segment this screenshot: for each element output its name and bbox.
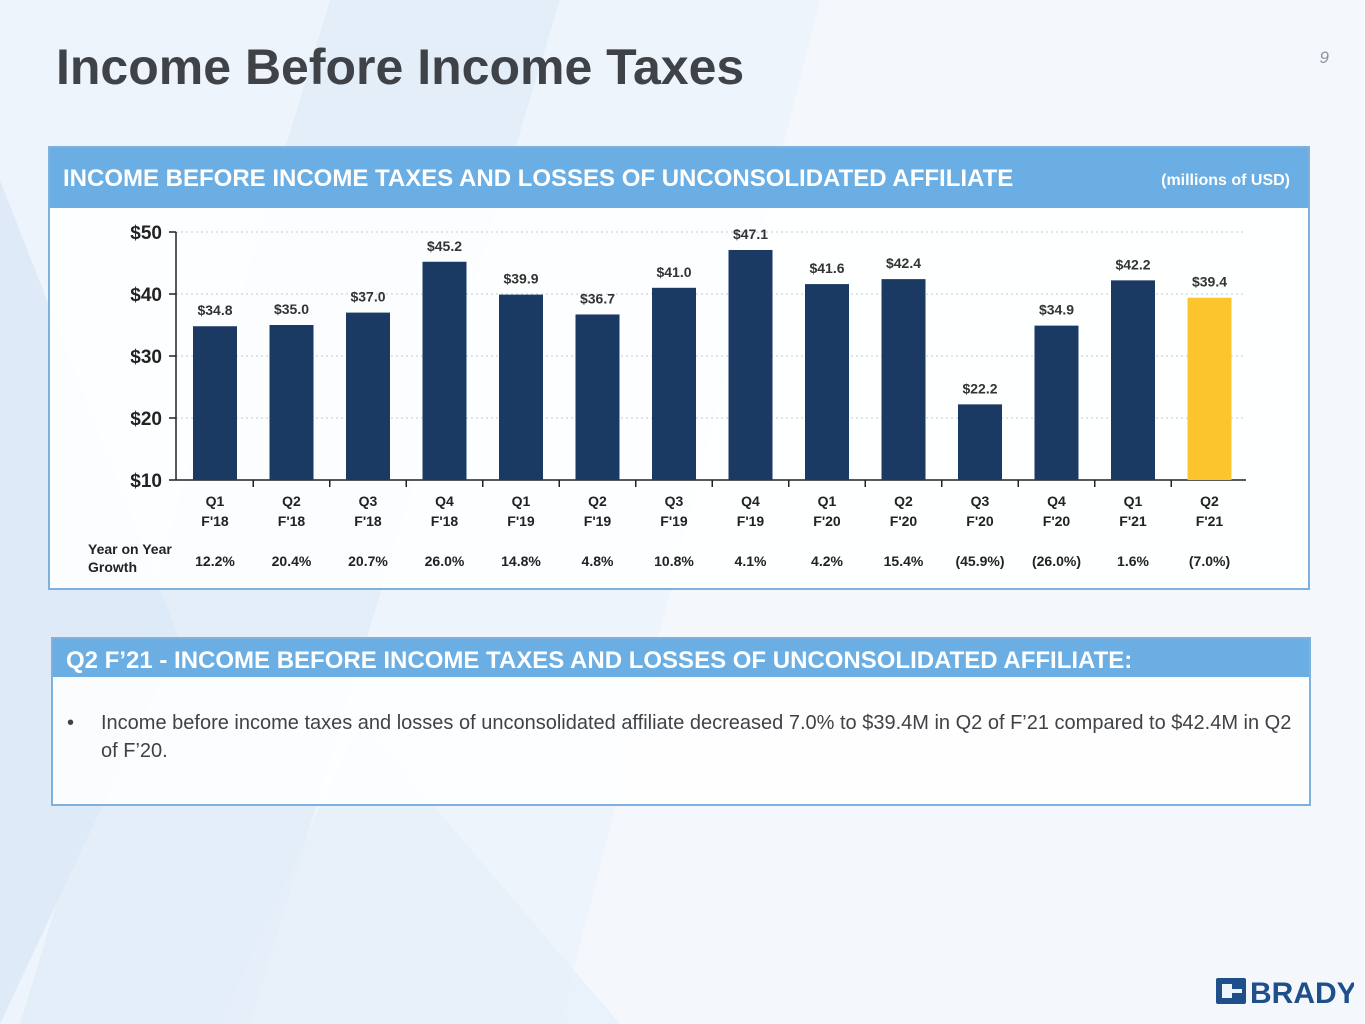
bar bbox=[193, 326, 237, 480]
growth-value: 12.2% bbox=[195, 553, 235, 569]
x-tick-label-quarter: Q3 bbox=[359, 493, 378, 509]
x-tick-label-year: F'20 bbox=[890, 513, 918, 529]
bar-value-label: $41.0 bbox=[656, 264, 691, 280]
growth-value: 10.8% bbox=[654, 553, 694, 569]
x-tick-label-year: F'19 bbox=[507, 513, 535, 529]
y-tick-label: $20 bbox=[130, 409, 162, 430]
growth-value: 14.8% bbox=[501, 553, 541, 569]
growth-value: 15.4% bbox=[884, 553, 924, 569]
x-tick-label-year: F'19 bbox=[584, 513, 612, 529]
summary-panel-header: Q2 F’21 - INCOME BEFORE INCOME TAXES AND… bbox=[53, 639, 1309, 677]
x-tick-label-quarter: Q1 bbox=[1124, 493, 1143, 509]
x-tick-label-quarter: Q2 bbox=[1200, 493, 1219, 509]
bar-value-label: $34.9 bbox=[1039, 302, 1074, 318]
bar-value-label: $41.6 bbox=[809, 260, 844, 276]
y-tick-label: $30 bbox=[130, 347, 162, 368]
summary-panel: Q2 F’21 - INCOME BEFORE INCOME TAXES AND… bbox=[51, 637, 1311, 806]
growth-value: 20.4% bbox=[272, 553, 312, 569]
growth-label-line1: Year on Year bbox=[88, 541, 172, 557]
bar-value-label: $47.1 bbox=[733, 226, 768, 242]
bar bbox=[499, 294, 543, 480]
chart-panel-header: INCOME BEFORE INCOME TAXES AND LOSSES OF… bbox=[50, 148, 1308, 208]
growth-value: 4.8% bbox=[582, 553, 614, 569]
bar-value-label: $45.2 bbox=[427, 238, 462, 254]
y-tick-label: $50 bbox=[130, 223, 162, 244]
x-tick-label-year: F'19 bbox=[737, 513, 765, 529]
growth-value: 20.7% bbox=[348, 553, 388, 569]
growth-value: 4.2% bbox=[811, 553, 843, 569]
summary-bullet: • Income before income taxes and losses … bbox=[67, 709, 1297, 765]
bar bbox=[805, 284, 849, 480]
y-tick-label: $10 bbox=[130, 471, 162, 492]
growth-value: (7.0%) bbox=[1189, 553, 1230, 569]
x-tick-label-quarter: Q1 bbox=[206, 493, 225, 509]
growth-label-line2: Growth bbox=[88, 559, 137, 575]
x-tick-label-year: F'18 bbox=[431, 513, 459, 529]
bar bbox=[346, 312, 390, 480]
x-tick-label-year: F'21 bbox=[1196, 513, 1224, 529]
chart-panel-title: INCOME BEFORE INCOME TAXES AND LOSSES OF… bbox=[63, 165, 1014, 192]
bar-value-label: $39.4 bbox=[1192, 274, 1227, 290]
brady-logo: BRADY bbox=[1216, 977, 1354, 1008]
bullet-dot: • bbox=[67, 712, 75, 734]
x-tick-label-year: F'21 bbox=[1119, 513, 1147, 529]
bar-value-label: $37.0 bbox=[350, 289, 385, 305]
bar-value-label: $34.8 bbox=[197, 302, 232, 318]
bar-value-label: $42.2 bbox=[1115, 256, 1150, 272]
growth-value: (45.9%) bbox=[955, 553, 1004, 569]
x-tick-label-quarter: Q4 bbox=[435, 493, 454, 509]
chart-panel: INCOME BEFORE INCOME TAXES AND LOSSES OF… bbox=[48, 146, 1310, 590]
x-tick-label-year: F'20 bbox=[813, 513, 841, 529]
x-tick-label-quarter: Q2 bbox=[894, 493, 913, 509]
bar bbox=[728, 249, 773, 480]
x-tick-label-quarter: Q3 bbox=[971, 493, 990, 509]
x-tick-label-quarter: Q2 bbox=[282, 493, 301, 509]
summary-panel-title: Q2 F’21 - INCOME BEFORE INCOME TAXES AND… bbox=[66, 647, 1133, 674]
bar-value-label: $36.7 bbox=[580, 290, 615, 306]
bar bbox=[422, 261, 467, 480]
x-tick-label-year: F'18 bbox=[201, 513, 229, 529]
income-bar-chart: $10 $20 $30 $40 $50 $34.8 Q1 F'18 12.2% $35.0 Q2 F'… bbox=[88, 223, 1246, 575]
page-number: 9 bbox=[1319, 48, 1329, 67]
y-tick-label: $40 bbox=[130, 285, 162, 306]
x-tick-label-quarter: Q3 bbox=[665, 493, 684, 509]
bar-value-label: $39.9 bbox=[503, 271, 538, 287]
x-tick-label-year: F'20 bbox=[1043, 513, 1071, 529]
bar bbox=[1034, 325, 1079, 480]
brady-logo-text: BRADY bbox=[1250, 977, 1354, 1008]
bar-value-label: $42.4 bbox=[886, 255, 921, 271]
x-tick-label-year: F'19 bbox=[660, 513, 688, 529]
x-tick-label-year: F'18 bbox=[278, 513, 306, 529]
x-tick-label-year: F'20 bbox=[966, 513, 994, 529]
bar bbox=[1111, 280, 1155, 480]
x-tick-label-quarter: Q2 bbox=[588, 493, 607, 509]
bar-value-label: $35.0 bbox=[274, 301, 309, 317]
x-tick-label-quarter: Q4 bbox=[1047, 493, 1066, 509]
bar bbox=[1187, 297, 1232, 480]
chart-units-label: (millions of USD) bbox=[1161, 172, 1290, 189]
x-tick-label-year: F'18 bbox=[354, 513, 382, 529]
growth-value: 26.0% bbox=[425, 553, 465, 569]
bar bbox=[958, 404, 1002, 480]
bar bbox=[575, 314, 620, 480]
summary-bullet-text: Income before income taxes and losses of… bbox=[101, 712, 1292, 762]
x-tick-label-quarter: Q1 bbox=[818, 493, 837, 509]
bar bbox=[652, 287, 696, 480]
page-title: Income Before Income Taxes bbox=[56, 39, 745, 95]
growth-value: (26.0%) bbox=[1032, 553, 1081, 569]
bar bbox=[881, 279, 926, 480]
x-tick-label-quarter: Q1 bbox=[512, 493, 531, 509]
x-tick-label-quarter: Q4 bbox=[741, 493, 760, 509]
growth-value: 4.1% bbox=[735, 553, 767, 569]
bar-value-label: $22.2 bbox=[962, 380, 997, 396]
bar bbox=[269, 325, 314, 480]
growth-value: 1.6% bbox=[1117, 553, 1149, 569]
